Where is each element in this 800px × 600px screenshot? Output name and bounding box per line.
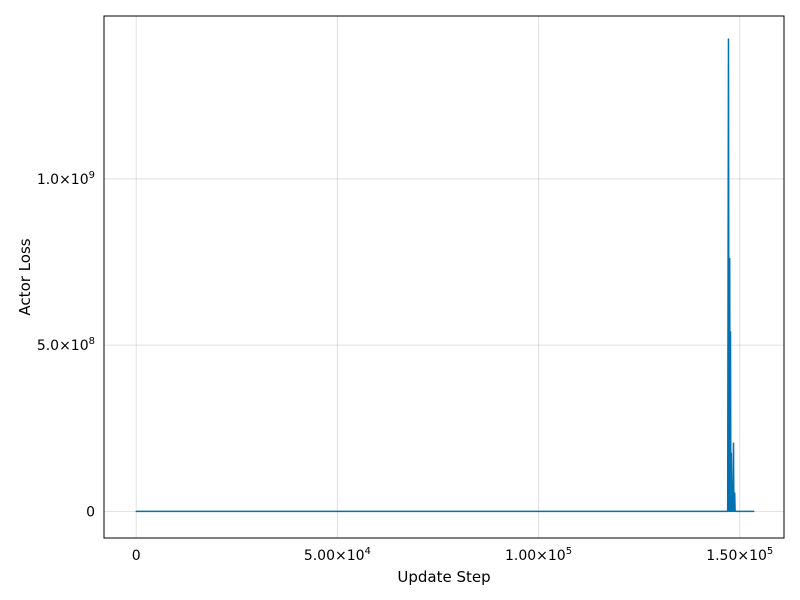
data-point [135, 510, 137, 512]
data-point [734, 492, 736, 494]
data-point [733, 510, 735, 512]
data-point [727, 38, 730, 40]
y-tick-label: 0 [86, 504, 95, 520]
y-tick-label: 1.0×109 [37, 170, 95, 188]
plot-frame [103, 15, 785, 539]
x-axis-title: Update Step [397, 568, 490, 586]
x-tick-label: 1.50×105 [706, 546, 773, 564]
data-point [731, 510, 733, 512]
y-tick-label: 5.0×108 [37, 336, 95, 354]
x-tick-label: 0 [132, 548, 141, 564]
data-point [728, 510, 730, 512]
data-point [727, 510, 729, 512]
data-point [753, 510, 755, 512]
data-point [732, 442, 735, 444]
data-point [729, 331, 732, 333]
data-point [729, 258, 731, 260]
axis-ticks: 0 5.00×104 1.00×105 1.50×105 0 5.0×108 1.0×109 [37, 170, 773, 564]
x-tick-label: 5.00×104 [304, 546, 371, 564]
data-point [732, 510, 734, 512]
x-tick-label: 1.00×105 [505, 546, 572, 564]
data-point [731, 490, 733, 493]
data-point [734, 510, 736, 512]
series-layer [135, 38, 755, 513]
data-point [730, 452, 732, 454]
y-axis-title: Actor Loss [16, 238, 34, 315]
